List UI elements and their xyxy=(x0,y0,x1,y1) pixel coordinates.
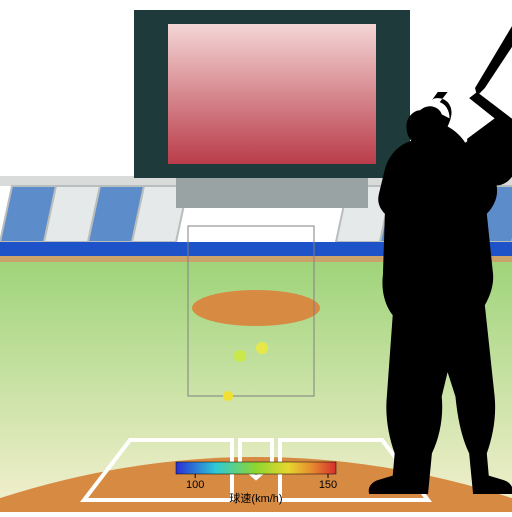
pitchers-mound xyxy=(192,290,320,326)
pitch-marker xyxy=(256,342,268,354)
pitch-marker xyxy=(234,350,246,362)
colorbar-title: 球速(km/h) xyxy=(229,491,282,505)
scoreboard-screen xyxy=(168,24,376,164)
colorbar-tick-label: 100 xyxy=(186,479,204,491)
chart-svg: 100 150 球速(km/h) xyxy=(0,0,512,512)
pitch-marker xyxy=(223,391,233,401)
colorbar-gradient xyxy=(176,462,336,474)
baseball-pitch-chart: 100 150 球速(km/h) xyxy=(0,0,512,512)
colorbar-tick-label: 150 xyxy=(319,479,337,491)
scoreboard-base xyxy=(176,178,368,208)
